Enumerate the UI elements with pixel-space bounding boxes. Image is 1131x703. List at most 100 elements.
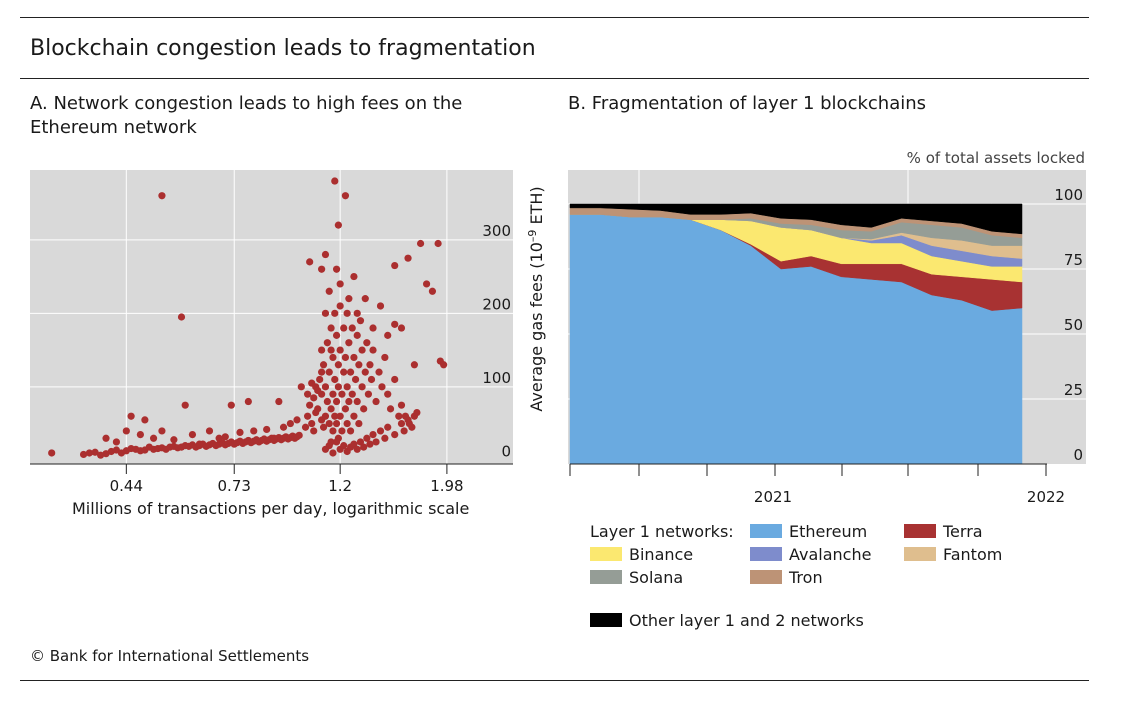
scatter-point	[369, 346, 377, 354]
scatter-point	[97, 451, 105, 459]
scatter-point	[343, 383, 351, 391]
scatter-point	[331, 309, 339, 317]
legend-label-avalanche: Avalanche	[789, 545, 872, 564]
scatter-point	[215, 434, 223, 442]
legend-label-tron: Tron	[789, 568, 823, 587]
legend-item-terra: Terra	[904, 522, 983, 541]
scatter-point	[318, 265, 326, 273]
legend-swatch-terra	[904, 524, 936, 538]
scatter-point	[350, 353, 358, 362]
scatter-point	[422, 280, 431, 288]
scatter-point	[329, 353, 337, 362]
scatter-point	[366, 440, 374, 448]
scatter-point	[244, 397, 252, 406]
scatter-point	[343, 419, 351, 428]
scatter-point	[310, 394, 318, 402]
scatter-point	[250, 427, 258, 435]
legend-label-other: Other layer 1 and 2 networks	[629, 611, 864, 630]
scatter-point	[367, 375, 376, 384]
figure-title: Blockchain congestion leads to fragmenta…	[30, 36, 536, 61]
scatter-point	[325, 287, 333, 295]
scatter-point	[334, 221, 342, 229]
legend-item-avalanche: Avalanche	[750, 545, 871, 564]
legend-swatch-ethereum	[750, 524, 782, 538]
scatter-point	[356, 317, 365, 325]
scatter-point	[319, 361, 328, 369]
scatter-point	[327, 324, 335, 332]
legend-label-terra: Terra	[943, 522, 983, 541]
scatter-point	[346, 427, 355, 435]
scatter-point	[122, 427, 130, 435]
scatter-point	[400, 427, 408, 435]
scatter-point	[306, 258, 314, 266]
y-tick-label-b: 25	[1064, 381, 1083, 399]
x-tick-label-b: 2022	[1027, 488, 1065, 506]
scatter-point	[384, 423, 392, 431]
scatter-point	[346, 368, 355, 376]
scatter-point	[79, 450, 88, 459]
scatter-point	[336, 280, 344, 288]
scatter-point	[350, 272, 358, 281]
scatter-point	[341, 353, 350, 362]
scatter-point	[391, 261, 399, 270]
scatter-point	[397, 324, 406, 332]
scatter-point	[363, 434, 371, 442]
scatter-point	[369, 324, 377, 332]
scatter-point	[323, 397, 331, 406]
scatter-point	[353, 397, 361, 406]
scatter-point	[325, 368, 333, 376]
scatter-point	[308, 419, 316, 428]
scatter-point	[316, 375, 324, 384]
scatter-point	[341, 405, 350, 413]
scatter-point	[181, 401, 189, 409]
title-rule	[20, 78, 1089, 79]
scatter-point	[376, 427, 385, 435]
scatter-point	[397, 419, 406, 428]
scatter-point	[336, 302, 344, 310]
scatter-point	[293, 416, 301, 424]
scatter-point	[350, 412, 358, 420]
scatter-point	[345, 339, 353, 347]
scatter-point	[321, 412, 330, 420]
scatter-point	[334, 361, 342, 369]
legend-item-other: Other layer 1 and 2 networks	[590, 611, 864, 630]
scatter-point	[332, 397, 341, 406]
scatter-point	[170, 436, 178, 444]
scatter-point	[306, 401, 314, 409]
scatter-point	[355, 361, 363, 369]
scatter-point	[319, 423, 328, 431]
scatter-point	[112, 438, 121, 446]
scatter-point	[345, 397, 353, 406]
unit-label-b: % of total assets locked	[906, 149, 1085, 167]
scatter-point	[331, 177, 339, 185]
scatter-point	[391, 375, 399, 384]
scatter-point	[340, 368, 348, 376]
x-tick-label-a: 1.98	[430, 477, 463, 495]
scatter-point	[332, 331, 341, 339]
scatter-point	[325, 442, 333, 450]
scatter-point	[391, 431, 399, 439]
scatter-point	[338, 390, 346, 398]
legend-item-binance: Binance	[590, 545, 693, 564]
scatter-point	[366, 361, 374, 369]
x-axis-label-a: Millions of transactions per day, logari…	[72, 499, 470, 518]
legend-item-fantom: Fantom	[904, 545, 1002, 564]
scatter-point	[355, 419, 363, 428]
scatter-point	[416, 239, 425, 248]
scatter-point	[356, 438, 365, 446]
scatter-point	[413, 408, 421, 417]
scatter-point	[350, 440, 358, 448]
scatter-point	[331, 412, 339, 420]
scatter-point	[329, 427, 337, 435]
scatter-point	[102, 434, 110, 442]
scatter-point	[375, 368, 383, 376]
scatter-point	[158, 427, 166, 435]
scatter-point	[91, 448, 99, 456]
x-tick-label-a: 0.44	[110, 477, 143, 495]
legend-item-ethereum: Ethereum	[750, 522, 867, 541]
scatter-point	[275, 397, 283, 406]
legend-item-solana: Solana	[590, 568, 683, 587]
scatter-point	[378, 383, 386, 391]
legend-label-fantom: Fantom	[943, 545, 1003, 564]
panel-b-title: B. Fragmentation of layer 1 blockchains	[568, 93, 927, 114]
